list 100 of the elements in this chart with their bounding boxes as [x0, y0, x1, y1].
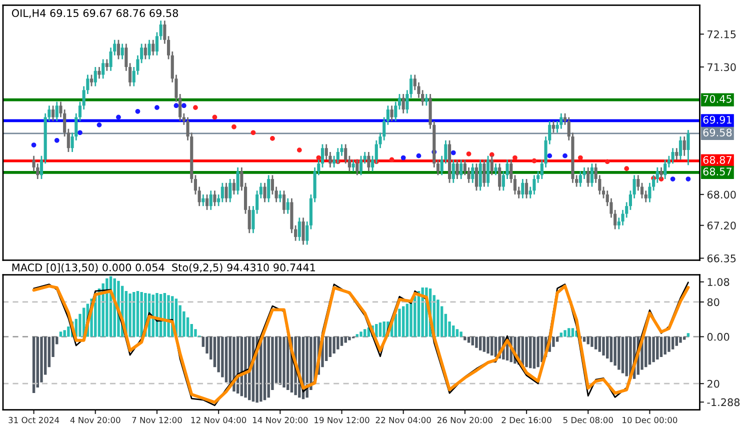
bar	[656, 336, 659, 360]
y-tick-label: 67.20	[707, 222, 736, 230]
candlestick	[524, 178, 528, 200]
bar	[475, 336, 478, 348]
candlestick	[521, 178, 524, 200]
bar	[328, 336, 332, 357]
point	[450, 150, 456, 156]
bar	[378, 322, 382, 337]
bar	[398, 308, 401, 337]
bar	[664, 336, 666, 354]
candlestick	[352, 159, 355, 172]
candlestick	[494, 162, 498, 176]
ref-line-label: 69.91	[703, 116, 732, 124]
bar	[614, 336, 616, 366]
candlestick	[102, 58, 105, 80]
candlestick	[498, 162, 502, 192]
bar	[590, 336, 594, 347]
candlestick	[471, 162, 474, 184]
y2-tick-label: 1.08	[708, 278, 730, 286]
candlestick	[220, 182, 224, 203]
bar	[679, 336, 682, 343]
x-tick-label: 2 Dec 16:00	[502, 416, 552, 424]
bar	[606, 336, 609, 359]
candlestick	[213, 190, 216, 207]
candlestick	[105, 58, 108, 72]
bar	[568, 328, 570, 337]
candlestick	[460, 159, 463, 180]
point	[670, 176, 676, 182]
bar	[675, 336, 678, 346]
candlestick	[644, 190, 648, 203]
bar	[490, 336, 494, 356]
x-tick-label: 19 Nov 12:00	[314, 416, 370, 424]
candlestick	[116, 39, 120, 60]
y-tick-label: 20	[707, 380, 720, 388]
candlestick	[282, 190, 286, 214]
bar	[529, 336, 532, 368]
point	[686, 176, 691, 182]
point	[532, 158, 537, 164]
candlestick	[224, 182, 228, 203]
candlestick	[482, 159, 486, 188]
bar	[244, 336, 247, 398]
candlestick	[263, 182, 266, 203]
bar	[282, 336, 286, 388]
candlestick	[590, 162, 594, 188]
bar	[668, 336, 670, 352]
candlestick	[278, 190, 282, 203]
bar	[571, 328, 574, 337]
bar	[63, 330, 66, 337]
point	[31, 142, 36, 148]
bar	[471, 336, 474, 346]
candlestick	[675, 147, 678, 160]
x-tick-label: 14 Nov 20:00	[252, 416, 308, 424]
bar	[648, 336, 652, 365]
bar	[278, 336, 282, 385]
point	[181, 103, 186, 108]
point	[116, 114, 121, 120]
candlestick	[671, 147, 674, 164]
point	[562, 153, 568, 158]
x-tick-label: 7 Nov 12:00	[132, 416, 182, 424]
bar	[402, 306, 405, 337]
candlestick	[478, 159, 482, 192]
candlestick	[148, 39, 151, 60]
point	[578, 155, 583, 160]
bar	[348, 336, 351, 340]
bar	[560, 332, 563, 337]
bar	[460, 332, 462, 337]
bar	[136, 291, 140, 337]
point	[135, 108, 140, 114]
y-tick-label: 66.35	[707, 254, 736, 262]
bar	[140, 292, 143, 337]
point	[78, 130, 82, 136]
bar	[602, 336, 605, 356]
candlestick	[402, 93, 405, 114]
ref-line-label: 68.57	[703, 168, 732, 176]
bar	[618, 336, 620, 370]
candlestick	[232, 178, 236, 196]
bar	[494, 336, 498, 357]
candlestick	[90, 74, 94, 87]
bar	[610, 336, 613, 362]
y2-tick-label: 0.00	[707, 332, 730, 341]
bar	[132, 292, 136, 337]
point	[154, 105, 160, 110]
candlestick	[560, 112, 563, 130]
bar	[356, 334, 358, 337]
bar	[406, 304, 409, 337]
point	[193, 105, 198, 110]
candlestick	[390, 104, 394, 122]
bar	[467, 336, 470, 343]
candlestick	[367, 151, 370, 172]
bar	[536, 336, 540, 368]
candlestick	[209, 190, 212, 211]
candlestick	[394, 101, 398, 122]
point	[624, 166, 630, 172]
bar	[482, 336, 486, 352]
bar	[224, 336, 228, 382]
candlestick	[578, 170, 582, 188]
y-tick-label: 80	[707, 298, 720, 306]
bar	[344, 336, 347, 343]
bar	[59, 332, 62, 337]
candlestick	[286, 198, 290, 214]
